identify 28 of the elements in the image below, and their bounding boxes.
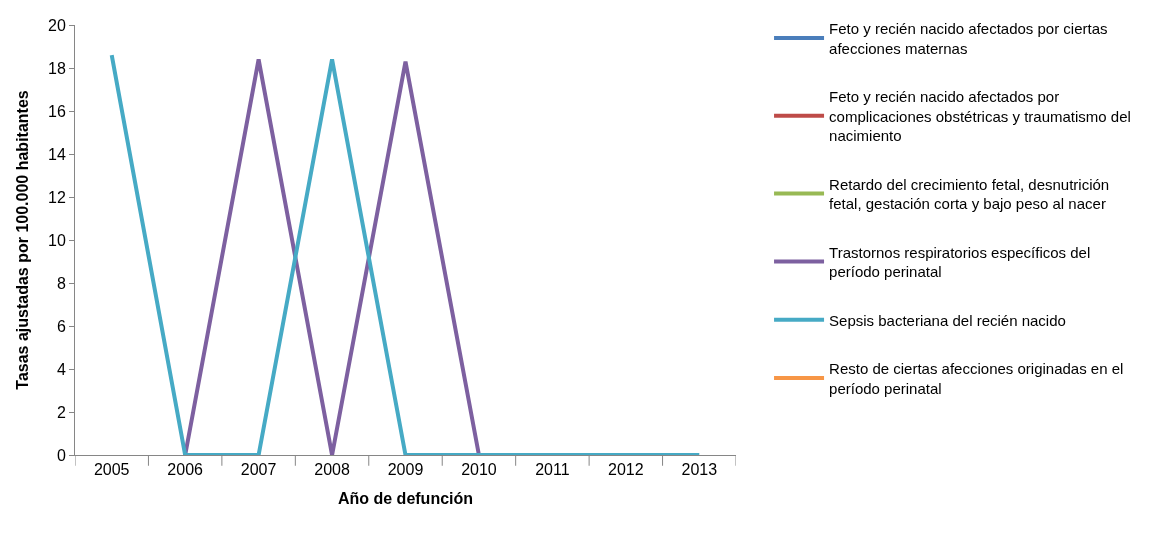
legend-label: Feto y recién nacido afectados por complicaciones obstétricas y traumatismo del nacimiento: [829, 88, 1131, 145]
x-tick-label: 2005: [93, 461, 130, 479]
y-tick-label: 20: [48, 16, 66, 34]
x-tick-label: 2010: [461, 461, 497, 479]
y-tick-label: 2: [56, 403, 66, 421]
legend-label: Feto y recién nacido afectados por ciertas afecciones maternas: [829, 20, 1108, 57]
y-tick-label: 12: [48, 188, 66, 206]
y-tick-label: 16: [48, 102, 66, 120]
x-tick-label: 2008: [314, 461, 350, 479]
y-tick-label: 10: [48, 231, 66, 249]
legend-label: Retardo del crecimiento fetal, desnutrición fetal, gestación corta y bajo peso al nacer: [829, 175, 1110, 213]
x-tick-label: 2011: [535, 461, 570, 479]
legend-label: Resto de ciertas afecciones originadas en el período perinatal: [829, 360, 1124, 397]
y-axis-title: Tasas ajustadas por 100.000 habitantes: [13, 90, 31, 390]
y-tick-label: 6: [56, 317, 66, 335]
x-tick-label: 2006: [167, 461, 204, 479]
x-tick-label: 2007: [240, 461, 277, 479]
x-tick-label: 2009: [387, 461, 424, 479]
y-tick-label: 18: [48, 59, 66, 77]
legend-label: Trastornos respiratorios específicos del período perinatal: [829, 243, 1091, 281]
x-tick-label: 2013: [681, 461, 718, 479]
y-tick-label: 14: [48, 145, 66, 163]
y-tick-label: 4: [56, 360, 66, 378]
legend-label: Sepsis bacteriana del recién nacido: [829, 311, 1066, 329]
y-tick-label: 8: [56, 274, 66, 292]
x-axis-title: Año de defunción: [337, 489, 474, 507]
x-tick-label: 2012: [608, 461, 644, 479]
y-tick-label: 0: [56, 446, 66, 464]
